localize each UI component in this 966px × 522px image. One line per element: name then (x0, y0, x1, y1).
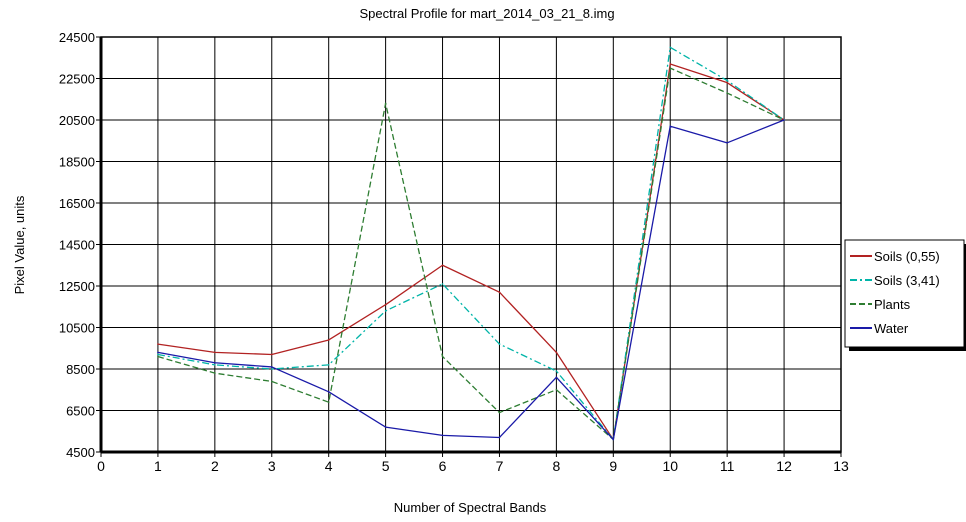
y-tick-label: 8500 (66, 362, 95, 377)
y-tick-label: 6500 (66, 404, 95, 419)
data-point (669, 125, 672, 128)
data-point (726, 79, 728, 82)
y-tick-label: 22500 (59, 72, 95, 87)
data-point (441, 264, 444, 267)
chart-title: Spectral Profile for mart_2014_03_21_8.i… (359, 6, 614, 21)
data-point (441, 355, 444, 358)
data-point (270, 353, 273, 356)
x-tick-label: 1 (154, 458, 162, 474)
x-tick-label: 4 (325, 458, 333, 474)
data-point (669, 63, 672, 65)
y-tick-label: 10500 (59, 321, 95, 336)
data-point (498, 436, 501, 439)
data-point (157, 355, 159, 358)
y-tick-label: 24500 (59, 30, 95, 45)
data-point (555, 388, 558, 391)
data-point (384, 102, 387, 105)
data-point (555, 370, 558, 372)
data-point (214, 364, 216, 366)
data-point (270, 380, 273, 383)
data-point (327, 364, 330, 366)
x-tick-label: 2 (211, 458, 219, 474)
y-tick-label: 16500 (59, 196, 95, 211)
data-point (270, 368, 273, 370)
data-point (327, 339, 330, 341)
data-point (384, 310, 387, 312)
y-tick-label: 4500 (66, 445, 95, 460)
legend-label: Soils (3,41) (874, 273, 940, 288)
data-point (669, 46, 672, 49)
data-point (384, 426, 387, 428)
y-tick-label: 18500 (59, 155, 95, 170)
data-point (555, 351, 558, 354)
data-point (214, 361, 216, 364)
series-line (157, 46, 785, 441)
y-tick-label: 14500 (59, 238, 95, 253)
data-point (612, 438, 615, 441)
plot-area: 0 1 2 3 4 5 6 7 8 9 10 11 12 134500650085001050012500… (59, 30, 849, 474)
data-point (214, 372, 216, 374)
data-point (555, 376, 558, 379)
data-point (384, 303, 387, 306)
data-point (726, 81, 728, 84)
series-line (157, 119, 785, 441)
y-tick-label: 12500 (59, 279, 95, 294)
data-point (783, 119, 785, 121)
data-point (726, 142, 728, 144)
legend-label: Water (874, 321, 909, 336)
x-tick-label: 3 (268, 458, 276, 474)
x-tick-label: 7 (496, 458, 504, 474)
x-tick-label: 12 (776, 458, 792, 474)
x-tick-label: 13 (833, 458, 849, 474)
legend-label: Soils (0,55) (874, 249, 940, 264)
x-tick-label: 0 (97, 458, 105, 474)
legend-label: Plants (874, 297, 911, 312)
x-tick-label: 10 (662, 458, 678, 474)
data-point (669, 67, 672, 69)
data-point (726, 92, 728, 94)
x-axis-label: Number of Spectral Bands (394, 500, 547, 515)
data-point (270, 366, 273, 368)
chart-legend: Soils (0,55) Soils (3,41) Plants Water (844, 239, 966, 351)
y-tick-label: 20500 (59, 113, 95, 128)
x-tick-label: 8 (552, 458, 560, 474)
x-tick-label: 9 (609, 458, 617, 474)
x-tick-label: 5 (382, 458, 390, 474)
data-point (327, 401, 330, 404)
data-point (498, 411, 501, 414)
x-tick-label: 11 (720, 458, 735, 474)
data-point (214, 351, 216, 354)
y-axis-label: Pixel Value, units (12, 195, 27, 294)
data-point (498, 343, 501, 345)
data-point (441, 283, 444, 285)
data-point (498, 291, 501, 294)
series-line (157, 67, 785, 441)
data-point (327, 391, 330, 393)
data-point (157, 343, 159, 345)
data-point (157, 353, 159, 356)
data-point (441, 434, 444, 437)
series-line (157, 63, 785, 441)
legend-box (844, 239, 965, 348)
x-tick-label: 6 (439, 458, 447, 474)
data-point (157, 351, 159, 354)
